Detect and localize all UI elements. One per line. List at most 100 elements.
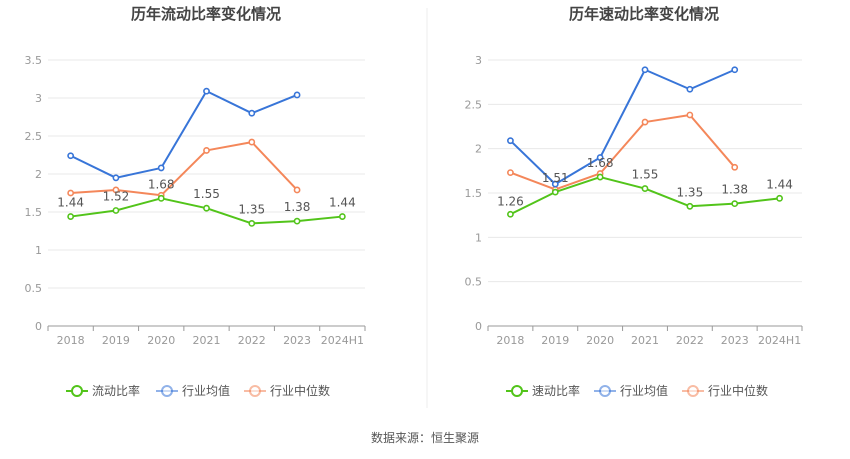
x-tick-label: 2024H1 xyxy=(321,334,364,347)
data-point-own xyxy=(112,207,120,214)
data-source-note: 数据来源：恒生聚源 xyxy=(371,430,479,445)
y-tick-label: 0 xyxy=(475,320,482,333)
legend-label-industry_median: 行业中位数 xyxy=(270,383,330,398)
data-point-own xyxy=(641,185,649,192)
legend-label-own: 速动比率 xyxy=(532,383,580,398)
data-point-own xyxy=(67,213,75,220)
chart-title: 历年速动比率变化情况 xyxy=(569,5,719,23)
x-tick-label: 2020 xyxy=(147,334,175,347)
data-point-industry_median xyxy=(293,186,301,194)
legend-label-own: 流动比率 xyxy=(92,383,140,398)
data-label: 1.35 xyxy=(238,202,265,216)
y-tick-label: 2 xyxy=(475,143,482,156)
legend-marker-industry_avg xyxy=(161,385,173,397)
data-point-industry_avg xyxy=(731,66,739,74)
y-tick-label: 1.5 xyxy=(25,206,43,219)
y-tick-label: 0 xyxy=(35,320,42,333)
y-tick-label: 0.5 xyxy=(25,282,43,295)
data-label: 1.55 xyxy=(632,168,659,182)
y-tick-label: 3 xyxy=(35,92,42,105)
x-tick-label: 2022 xyxy=(238,334,266,347)
legend-marker-own xyxy=(71,385,83,397)
data-point-industry_avg xyxy=(551,180,559,188)
legend-marker-industry_median xyxy=(687,385,699,397)
legend-label-industry_median: 行业中位数 xyxy=(708,383,768,398)
data-point-industry_avg xyxy=(67,152,75,160)
x-tick-label: 2020 xyxy=(586,334,614,347)
chart-title: 历年流动比率变化情况 xyxy=(131,5,281,23)
series-line-industry_median xyxy=(510,113,736,191)
data-point-industry_avg xyxy=(641,66,649,74)
data-point-own xyxy=(731,200,739,208)
data-point-industry_median xyxy=(686,111,694,119)
data-point-industry_avg xyxy=(596,154,604,161)
data-point-own xyxy=(157,194,165,202)
y-tick-label: 0.5 xyxy=(465,276,483,289)
data-point-industry_median xyxy=(67,189,75,197)
data-point-industry_median xyxy=(507,169,514,177)
data-point-industry_median xyxy=(203,147,210,154)
y-tick-label: 2.5 xyxy=(25,130,43,143)
legend-marker-industry_avg xyxy=(599,385,611,397)
data-label: 1.68 xyxy=(587,156,614,170)
data-point-industry_avg xyxy=(686,85,694,93)
data-point-industry_median xyxy=(731,163,739,171)
data-point-industry_avg xyxy=(157,164,165,172)
data-point-own xyxy=(551,188,559,196)
data-label: 1.26 xyxy=(497,194,524,208)
y-tick-label: 3.5 xyxy=(25,54,43,67)
data-label: 1.52 xyxy=(103,189,130,203)
x-tick-label: 2024H1 xyxy=(758,334,801,347)
data-label: 1.38 xyxy=(284,200,311,214)
quick-ratio-chart: 历年速动比率变化情况 0 0.5 1 1.5 2 2.5 3 2018 2019 2020 2021 2… xyxy=(465,5,803,398)
x-tick-label: 2023 xyxy=(721,334,749,347)
data-point-industry_median xyxy=(248,138,256,146)
series-line-industry_avg xyxy=(70,90,298,179)
data-point-own xyxy=(776,194,783,202)
y-tick-label: 1 xyxy=(475,231,482,244)
x-tick-label: 2019 xyxy=(541,334,569,347)
data-label: 1.38 xyxy=(721,183,748,197)
legend-label-industry_avg: 行业均值 xyxy=(182,383,230,398)
series-line-industry_median xyxy=(70,141,298,197)
data-label: 1.68 xyxy=(148,177,175,191)
legend-label-industry_avg: 行业均值 xyxy=(620,383,668,398)
data-label: 1.44 xyxy=(57,196,84,210)
legend-marker-own xyxy=(511,385,523,397)
data-label: 1.51 xyxy=(542,171,569,185)
data-point-own xyxy=(338,213,346,220)
data-point-industry_median xyxy=(641,118,649,126)
data-point-own xyxy=(596,173,604,181)
data-point-industry_avg xyxy=(112,174,120,182)
data-label: 1.35 xyxy=(676,185,703,199)
data-point-own xyxy=(248,219,256,227)
data-point-own xyxy=(686,202,694,210)
data-label: 1.55 xyxy=(193,187,220,201)
y-tick-label: 3 xyxy=(475,54,482,67)
data-point-industry_avg xyxy=(248,109,256,117)
x-tick-label: 2021 xyxy=(631,334,659,347)
x-tick-label: 2023 xyxy=(283,334,311,347)
data-point-own xyxy=(293,217,301,225)
data-point-industry_avg xyxy=(293,91,301,99)
data-point-own xyxy=(203,204,210,212)
x-tick-label: 2022 xyxy=(676,334,704,347)
x-tick-label: 2021 xyxy=(193,334,221,347)
series-line-industry_avg xyxy=(509,68,736,186)
data-point-own xyxy=(507,210,514,218)
x-tick-label: 2018 xyxy=(57,334,85,347)
data-label: 1.44 xyxy=(329,196,356,210)
x-tick-label: 2018 xyxy=(496,334,524,347)
data-point-industry_avg xyxy=(507,137,514,145)
data-point-industry_avg xyxy=(203,87,210,95)
data-point-industry_median xyxy=(112,186,120,194)
x-tick-label: 2019 xyxy=(102,334,130,347)
y-tick-label: 1 xyxy=(35,244,42,257)
y-tick-label: 1.5 xyxy=(465,187,483,200)
legend-marker-industry_median xyxy=(249,385,261,397)
y-tick-label: 2.5 xyxy=(465,98,483,111)
y-tick-label: 2 xyxy=(35,168,42,181)
data-label: 1.44 xyxy=(766,177,793,191)
